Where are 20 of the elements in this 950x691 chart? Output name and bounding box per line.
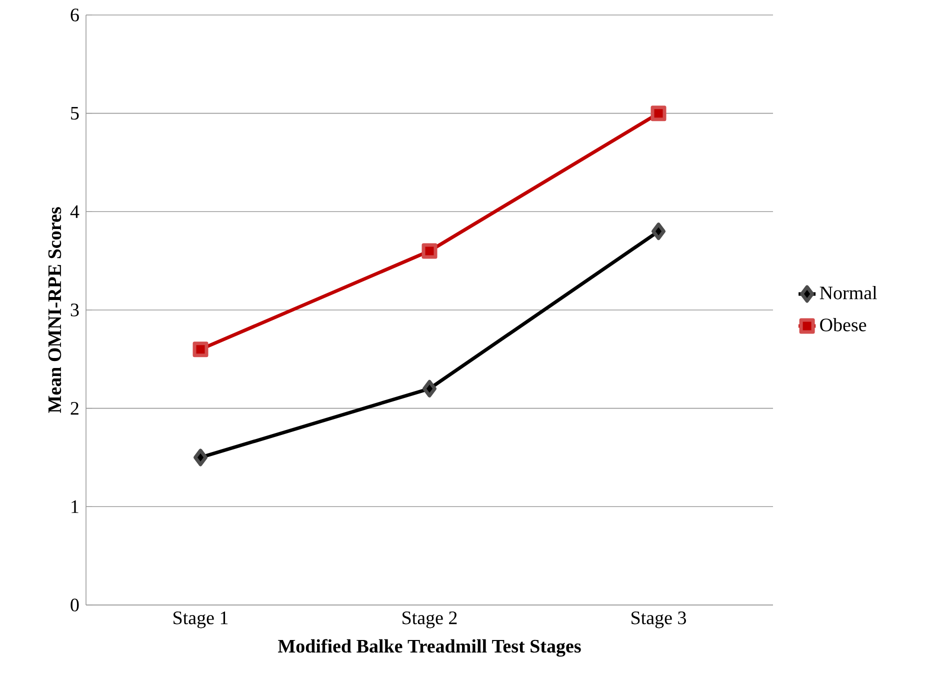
x-tick-label: Stage 2 [402,612,457,628]
y-tick-label: 6 [70,8,79,22]
x-tick-label: Stage 3 [632,612,686,628]
point [422,380,437,398]
point [652,222,666,240]
y-tick-label: 3 [70,304,79,316]
x-axis-title: Modified Balke Treadmill Test Stages [278,639,581,657]
x-tick-label: Stage 1 [174,612,228,628]
y-tick-label: 0 [70,598,79,612]
y-tick-label: 2 [70,402,78,415]
y-tick-label: 1 [72,500,78,513]
legend-label: Normal [820,286,877,300]
point [194,448,208,466]
y-tick-label: 5 [71,107,79,120]
legend-label: Obese [820,318,866,332]
y-axis-title: Mean OMNI-RPE Scores [48,207,62,413]
point [422,243,438,259]
point [192,342,208,358]
point [650,106,666,122]
y-tick-label: 4 [70,205,80,218]
